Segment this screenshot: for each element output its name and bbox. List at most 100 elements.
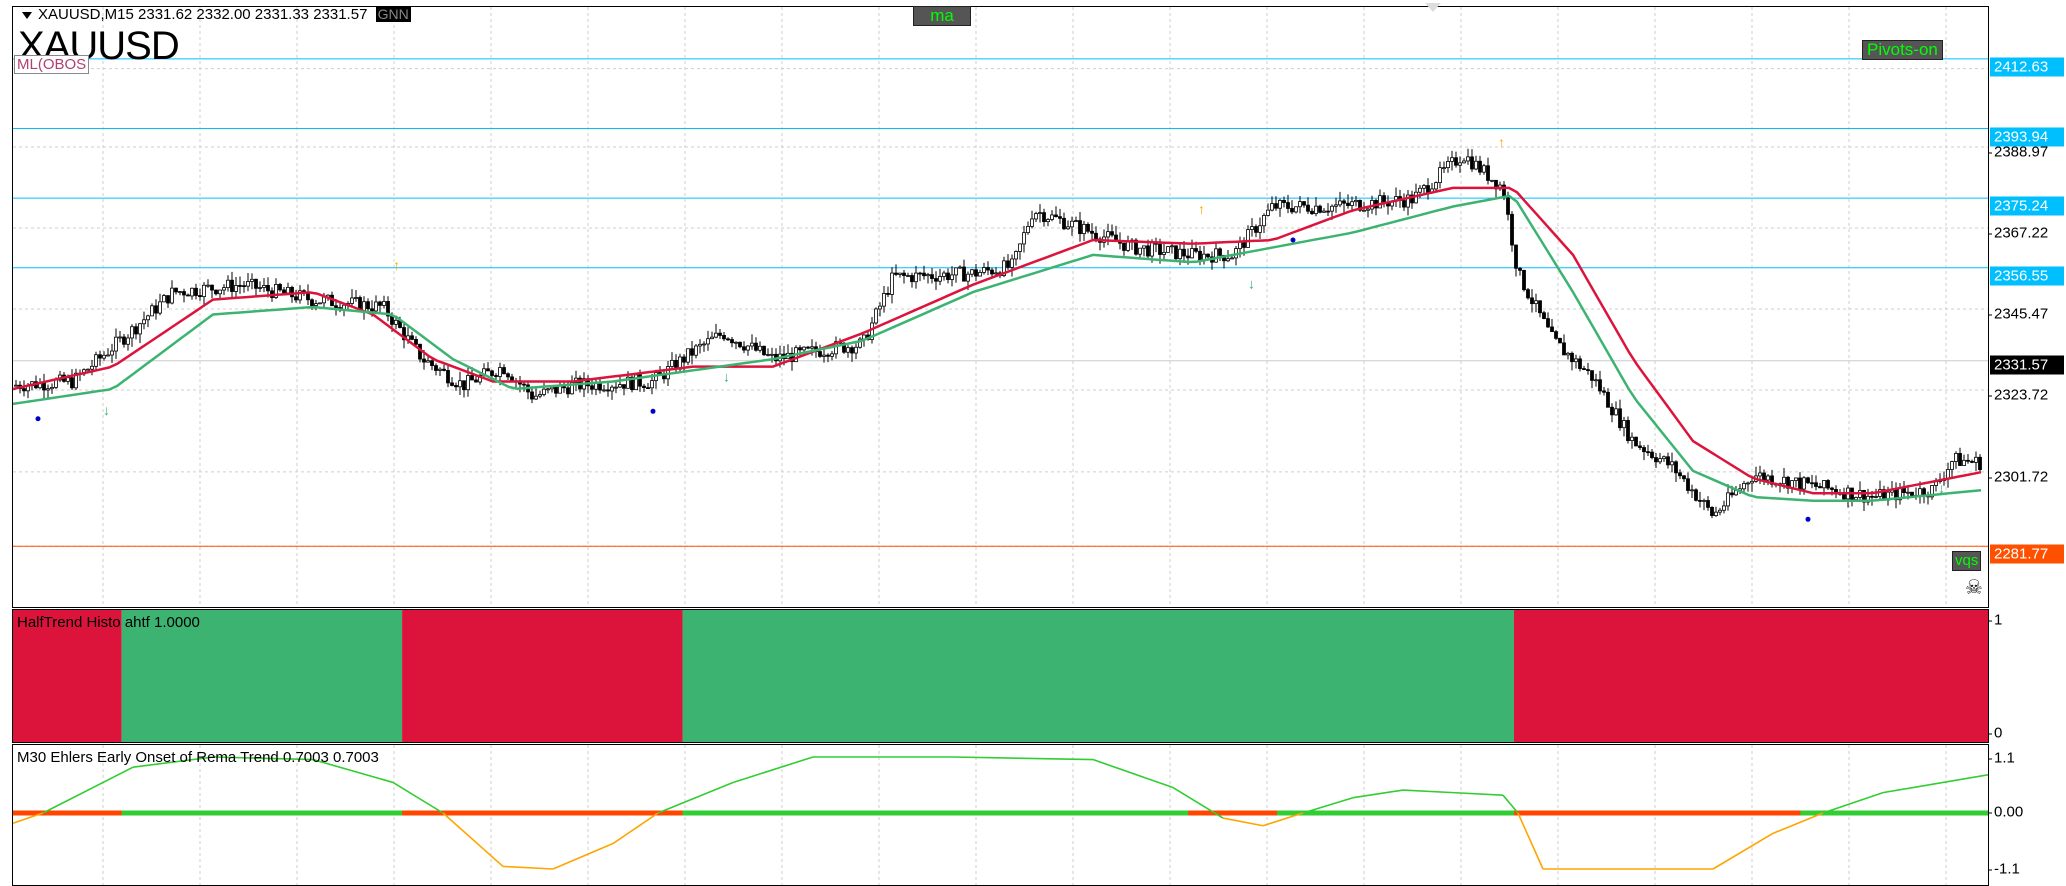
candle-body bbox=[146, 315, 150, 321]
candle-body bbox=[170, 287, 174, 304]
candle-body bbox=[1470, 156, 1474, 170]
candle-body bbox=[566, 387, 570, 395]
price-tick: 2323.72 bbox=[1987, 386, 2049, 404]
candle-body bbox=[1662, 456, 1666, 460]
candle-body bbox=[1762, 472, 1766, 481]
candle-body bbox=[1874, 496, 1878, 498]
candle-body bbox=[1274, 203, 1278, 209]
candle-body bbox=[938, 276, 942, 282]
candle-body bbox=[742, 346, 746, 351]
pivots-on-button[interactable]: Pivots-on bbox=[1862, 40, 1943, 60]
halftrend-histogram-canvas bbox=[13, 610, 1988, 742]
candle-body bbox=[638, 374, 642, 387]
pivot-price-label: 2375.24 bbox=[1990, 196, 2064, 216]
oscillator-line bbox=[1302, 796, 1354, 814]
candle-body bbox=[1134, 239, 1138, 255]
candle-body bbox=[962, 266, 966, 282]
candle-body bbox=[206, 284, 210, 287]
ehlers-scale-tick: -1.1 bbox=[1988, 860, 2020, 878]
candle-body bbox=[174, 287, 178, 293]
candle-body bbox=[966, 273, 970, 282]
candle-body bbox=[554, 386, 558, 394]
candle-body bbox=[314, 303, 318, 306]
candle-body bbox=[1362, 209, 1366, 212]
candle-body bbox=[686, 348, 690, 363]
oscillator-line bbox=[612, 812, 659, 845]
vqs-button[interactable]: vqs bbox=[1952, 551, 1982, 571]
candle-body bbox=[798, 347, 802, 351]
candle-body bbox=[1726, 492, 1730, 507]
candle-body bbox=[698, 343, 702, 347]
candle-body bbox=[1162, 251, 1166, 255]
candle-body bbox=[1318, 205, 1322, 213]
candle-body bbox=[66, 377, 70, 382]
candle-body bbox=[854, 346, 858, 354]
ehlers-title: M30 Ehlers Early Onset of Rema Trend 0.7… bbox=[17, 749, 379, 766]
oscillator-line bbox=[1402, 789, 1454, 794]
candle-body bbox=[830, 353, 834, 357]
candle-body bbox=[922, 272, 926, 277]
candle-body bbox=[1110, 231, 1114, 236]
candle-body bbox=[126, 337, 130, 345]
candle-body bbox=[402, 327, 406, 341]
price-chart-canvas[interactable]: ↑ ↑ ↑ ↓ ↓ ↓ ↓ bbox=[13, 7, 1988, 607]
candle-body bbox=[1630, 436, 1634, 441]
candle-body bbox=[974, 269, 978, 277]
candle-body bbox=[734, 341, 738, 344]
pivot-price-label: 2412.63 bbox=[1990, 57, 2064, 77]
candle-body bbox=[446, 370, 450, 384]
candle-body bbox=[454, 385, 458, 388]
candle-body bbox=[750, 342, 754, 347]
candle-body bbox=[534, 395, 538, 400]
oscillator-line bbox=[1822, 791, 1884, 814]
price-tick: 2345.47 bbox=[1987, 305, 2049, 323]
halftrend-histogram-pane[interactable]: HalfTrend Histo ahtf 1.0000 bbox=[12, 609, 1989, 743]
candle-body bbox=[1194, 248, 1198, 252]
ehlers-oscillator-pane[interactable]: M30 Ehlers Early Onset of Rema Trend 0.7… bbox=[12, 744, 1989, 886]
candle-body bbox=[246, 281, 250, 287]
candle-body bbox=[1382, 195, 1386, 203]
candle-body bbox=[1830, 487, 1834, 490]
support-price-label: 2281.77 bbox=[1990, 544, 2064, 564]
candle-body bbox=[154, 305, 158, 314]
candle-body bbox=[466, 375, 470, 391]
candle-body bbox=[438, 368, 442, 371]
candle-body bbox=[874, 308, 878, 324]
candle-body bbox=[802, 346, 806, 351]
candle-body bbox=[1422, 185, 1426, 189]
oscillator-line bbox=[312, 758, 394, 784]
candle-body bbox=[1342, 200, 1346, 204]
candle-body bbox=[1086, 223, 1090, 232]
price-chart-pane[interactable]: ↑ ↑ ↑ ↓ ↓ ↓ ↓ bbox=[12, 6, 1989, 608]
oscillator-line bbox=[1452, 791, 1504, 796]
dropdown-triangle-icon[interactable] bbox=[22, 11, 32, 19]
candle-body bbox=[714, 332, 718, 338]
ma-button[interactable]: ma bbox=[913, 6, 971, 26]
candle-body bbox=[1626, 420, 1630, 441]
candle-body bbox=[1582, 368, 1586, 370]
candle-body bbox=[382, 301, 386, 306]
candle-body bbox=[290, 287, 294, 298]
candle-body bbox=[626, 376, 630, 389]
candle-body bbox=[1702, 500, 1706, 502]
signal-dot bbox=[1805, 516, 1811, 522]
candle-body bbox=[1074, 220, 1078, 222]
candle-body bbox=[1442, 167, 1446, 170]
candle-body bbox=[434, 365, 438, 371]
candle-body bbox=[266, 285, 270, 292]
candle-body bbox=[1254, 226, 1258, 233]
oscillator-line bbox=[1772, 812, 1824, 835]
candle-body bbox=[130, 326, 134, 339]
candle-body bbox=[1698, 499, 1702, 502]
candle-body bbox=[1270, 203, 1274, 211]
candle-body bbox=[746, 345, 750, 351]
candle-body bbox=[114, 336, 118, 352]
candle-body bbox=[1642, 447, 1646, 453]
candle-body bbox=[50, 387, 54, 390]
candle-body bbox=[1598, 379, 1602, 392]
candle-body bbox=[54, 379, 58, 388]
candle-body bbox=[334, 305, 338, 308]
candle-body bbox=[702, 343, 706, 346]
candle-body bbox=[590, 385, 594, 390]
candle-body bbox=[978, 271, 982, 277]
